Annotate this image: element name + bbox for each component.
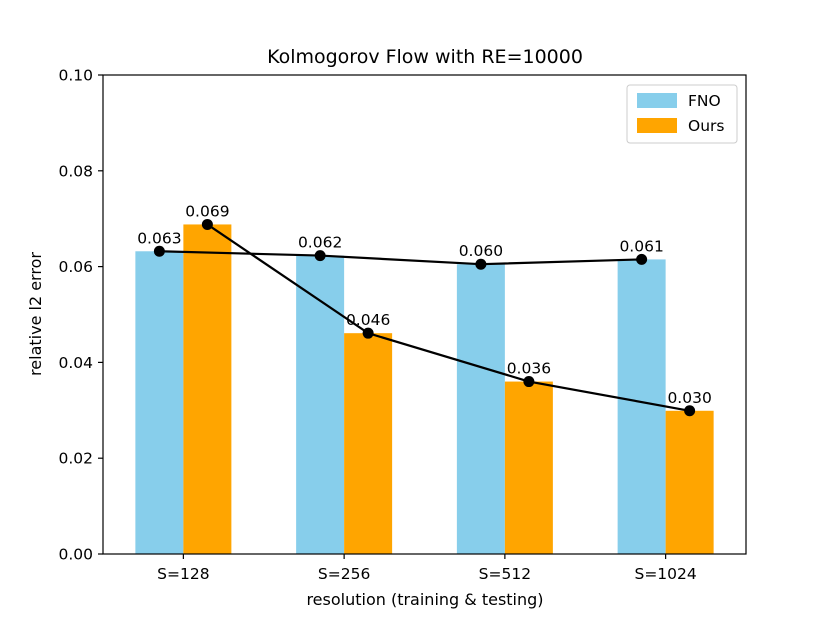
x-axis-label: resolution (training & testing) (306, 590, 543, 609)
point-fno-2 (475, 258, 487, 270)
y-tick-label-4: 0.08 (58, 162, 93, 180)
x-tick-label-3: S=1024 (634, 565, 696, 583)
legend-swatch-ours (637, 118, 677, 133)
points-layer (153, 218, 696, 417)
y-tick-label-2: 0.04 (58, 354, 93, 372)
data-label-ours-0: 0.069 (185, 202, 229, 220)
point-fno-0 (153, 245, 165, 257)
legend-swatch-fno (637, 93, 677, 108)
line-fno (159, 250, 642, 266)
data-label-ours-1: 0.046 (346, 311, 390, 329)
bars-layer (135, 224, 714, 554)
data-label-fno-3: 0.061 (619, 237, 663, 255)
y-tick-label-3: 0.06 (58, 258, 93, 276)
x-tick-label-2: S=512 (479, 565, 531, 583)
bar-ours-2 (504, 381, 553, 554)
point-fno-1 (314, 250, 326, 262)
data-label-fno-2: 0.060 (459, 242, 503, 260)
chart-title: Kolmogorov Flow with RE=10000 (267, 46, 583, 68)
bar-ours-3 (665, 410, 714, 554)
bar-ours-0 (183, 224, 232, 554)
y-axis-label: relative l2 error (26, 252, 45, 376)
bar-fno-1 (296, 255, 345, 554)
bar-ours-1 (344, 333, 393, 554)
plot-area-frame (102, 74, 747, 555)
y-tick-label-0: 0.00 (58, 546, 93, 564)
data-label-ours-3: 0.030 (667, 389, 711, 407)
axes-layer: 0.00 0.02 0.04 0.06 0.08 0.10 S=128 S=256 S=512 S… (58, 67, 696, 584)
legend: FNO Ours (626, 84, 738, 144)
lines-layer (159, 223, 690, 412)
line-ours (206, 223, 690, 412)
point-ours-3 (684, 405, 696, 417)
bar-fno-2 (456, 264, 505, 554)
bar-fno-0 (135, 251, 184, 554)
data-labels-layer: 0.063 0.062 0.060 0.061 0.069 0.046 0.036 0.030 (137, 202, 712, 406)
bar-fno-3 (617, 259, 666, 554)
x-tick-label-1: S=256 (318, 565, 370, 583)
legend-label-ours: Ours (688, 117, 724, 135)
point-ours-1 (362, 327, 374, 339)
y-tick-label-5: 0.10 (58, 67, 93, 85)
data-label-ours-2: 0.036 (507, 360, 551, 378)
point-ours-2 (523, 376, 535, 388)
point-ours-0 (201, 218, 213, 230)
data-label-fno-1: 0.062 (298, 234, 342, 252)
y-tick-label-1: 0.02 (58, 450, 93, 468)
data-label-fno-0: 0.063 (137, 229, 181, 247)
legend-label-fno: FNO (688, 92, 721, 110)
point-fno-3 (636, 253, 648, 265)
x-tick-label-0: S=128 (157, 565, 209, 583)
